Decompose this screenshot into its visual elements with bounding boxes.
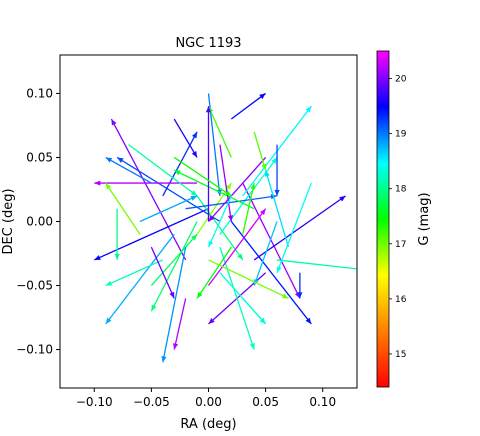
colorbar-label: G (mag): [417, 192, 432, 245]
vector-arrow: [105, 233, 175, 325]
vector-arrow: [173, 118, 198, 158]
vector-arrow: [173, 169, 255, 210]
vector-arrow: [150, 221, 198, 312]
vector-arrow: [114, 208, 120, 260]
vector-arrow: [173, 156, 232, 197]
vector-arrow: [230, 221, 312, 325]
colorbar: [376, 50, 390, 388]
colorbar-tick-label: 15: [395, 350, 406, 360]
y-tick-label: 0.10: [26, 86, 53, 100]
vector-arrow: [105, 156, 152, 184]
vector-arrow: [128, 144, 198, 197]
vector-arrow: [297, 272, 303, 299]
vector-arrow: [196, 246, 232, 299]
vector-arrow: [116, 156, 221, 223]
vector-arrow: [172, 298, 187, 350]
vector-arrow: [264, 170, 290, 248]
y-tick-label: −0.05: [16, 279, 53, 293]
vector-arrow: [94, 208, 209, 261]
vector-arrow: [208, 157, 267, 222]
y-axis: 0.10 0.05 0.00 −0.05 −0.10: [16, 86, 60, 357]
x-tick-label: 0.10: [309, 395, 336, 409]
vector-arrow: [110, 118, 187, 261]
vector-arrow: [208, 259, 289, 299]
vector-arrow: [276, 259, 357, 270]
x-tick-label: 0.00: [195, 395, 222, 409]
vector-arrow: [253, 131, 267, 171]
x-tick-label: −0.10: [76, 395, 113, 409]
vector-arrow: [219, 246, 255, 350]
vector-arrow: [205, 106, 212, 222]
colorbar-tick-label: 20: [395, 75, 407, 85]
vector-arrow: [162, 131, 198, 197]
arrows-layer: [94, 92, 357, 363]
chart-title: NGC 1193: [175, 36, 241, 51]
x-axis: −0.10 −0.05 0.00 0.05 0.10: [76, 388, 336, 409]
y-axis-label: DEC (deg): [1, 188, 16, 254]
y-tick-label: 0.05: [26, 150, 53, 164]
vector-arrow: [276, 182, 312, 273]
vector-arrow: [150, 246, 175, 299]
colorbar-tick-label: 16: [395, 295, 407, 305]
vector-arrow: [274, 144, 280, 196]
colorbar-tick-label: 19: [395, 130, 407, 140]
vector-arrow: [219, 272, 267, 325]
vector-arrow: [139, 195, 198, 223]
vector-arrow: [253, 195, 346, 261]
y-tick-label: −0.10: [16, 343, 53, 357]
vector-arrow: [219, 144, 234, 222]
vector-arrow: [207, 208, 267, 286]
x-tick-label: −0.05: [133, 395, 170, 409]
colorbar-tick-label: 17: [395, 240, 406, 250]
vector-arrow: [105, 182, 141, 235]
vector-arrow: [230, 92, 267, 120]
colorbar-tick-label: 18: [395, 185, 407, 195]
vector-arrow: [105, 259, 164, 287]
vector-arrow: [161, 246, 187, 363]
x-tick-label: 0.05: [252, 395, 279, 409]
vector-arrow: [207, 105, 232, 158]
vector-arrow: [219, 157, 278, 235]
colorbar-ticks: 15 16 17 18 19 20: [389, 75, 407, 360]
vector-arrow: [207, 195, 232, 248]
vector-arrow: [150, 233, 198, 286]
vector-arrow: [242, 182, 256, 235]
y-tick-label: 0.00: [26, 215, 53, 229]
x-axis-label: RA (deg): [180, 417, 236, 432]
